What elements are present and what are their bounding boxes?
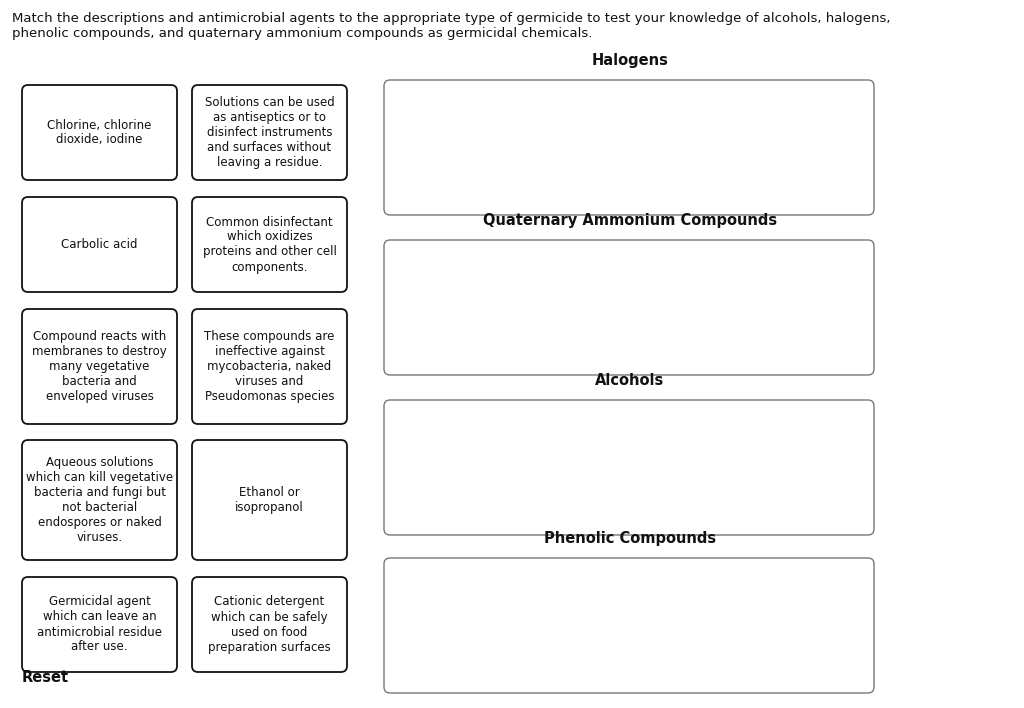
Text: Solutions can be used
as antiseptics or to
disinfect instruments
and surfaces wi: Solutions can be used as antiseptics or …: [205, 96, 335, 169]
Text: Common disinfectant
which oxidizes
proteins and other cell
components.: Common disinfectant which oxidizes prote…: [203, 215, 337, 273]
FancyBboxPatch shape: [384, 558, 874, 693]
Text: Chlorine, chlorine
dioxide, iodine: Chlorine, chlorine dioxide, iodine: [47, 118, 152, 147]
Text: These compounds are
ineffective against
mycobacteria, naked
viruses and
Pseudomo: These compounds are ineffective against …: [205, 330, 335, 403]
FancyBboxPatch shape: [22, 577, 177, 672]
FancyBboxPatch shape: [22, 85, 177, 180]
FancyBboxPatch shape: [384, 400, 874, 535]
Text: Carbolic acid: Carbolic acid: [61, 238, 138, 251]
FancyBboxPatch shape: [193, 85, 347, 180]
FancyBboxPatch shape: [193, 309, 347, 424]
FancyBboxPatch shape: [22, 197, 177, 292]
Text: Phenolic Compounds: Phenolic Compounds: [544, 531, 716, 546]
Text: Halogens: Halogens: [592, 53, 669, 68]
FancyBboxPatch shape: [384, 80, 874, 215]
Text: Aqueous solutions
which can kill vegetative
bacteria and fungi but
not bacterial: Aqueous solutions which can kill vegetat…: [26, 456, 173, 544]
FancyBboxPatch shape: [193, 197, 347, 292]
FancyBboxPatch shape: [384, 240, 874, 375]
FancyBboxPatch shape: [22, 440, 177, 560]
Text: Compound reacts with
membranes to destroy
many vegetative
bacteria and
enveloped: Compound reacts with membranes to destro…: [32, 330, 167, 403]
Text: Quaternary Ammonium Compounds: Quaternary Ammonium Compounds: [483, 213, 777, 228]
Text: Ethanol or
isopropanol: Ethanol or isopropanol: [236, 486, 304, 514]
FancyBboxPatch shape: [193, 440, 347, 560]
FancyBboxPatch shape: [193, 577, 347, 672]
Text: Alcohols: Alcohols: [595, 373, 665, 388]
Text: Match the descriptions and antimicrobial agents to the appropriate type of germi: Match the descriptions and antimicrobial…: [12, 12, 891, 40]
Text: Germicidal agent
which can leave an
antimicrobial residue
after use.: Germicidal agent which can leave an anti…: [37, 595, 162, 653]
Text: Cationic detergent
which can be safely
used on food
preparation surfaces: Cationic detergent which can be safely u…: [208, 595, 331, 653]
Text: Reset: Reset: [22, 670, 70, 685]
FancyBboxPatch shape: [22, 309, 177, 424]
